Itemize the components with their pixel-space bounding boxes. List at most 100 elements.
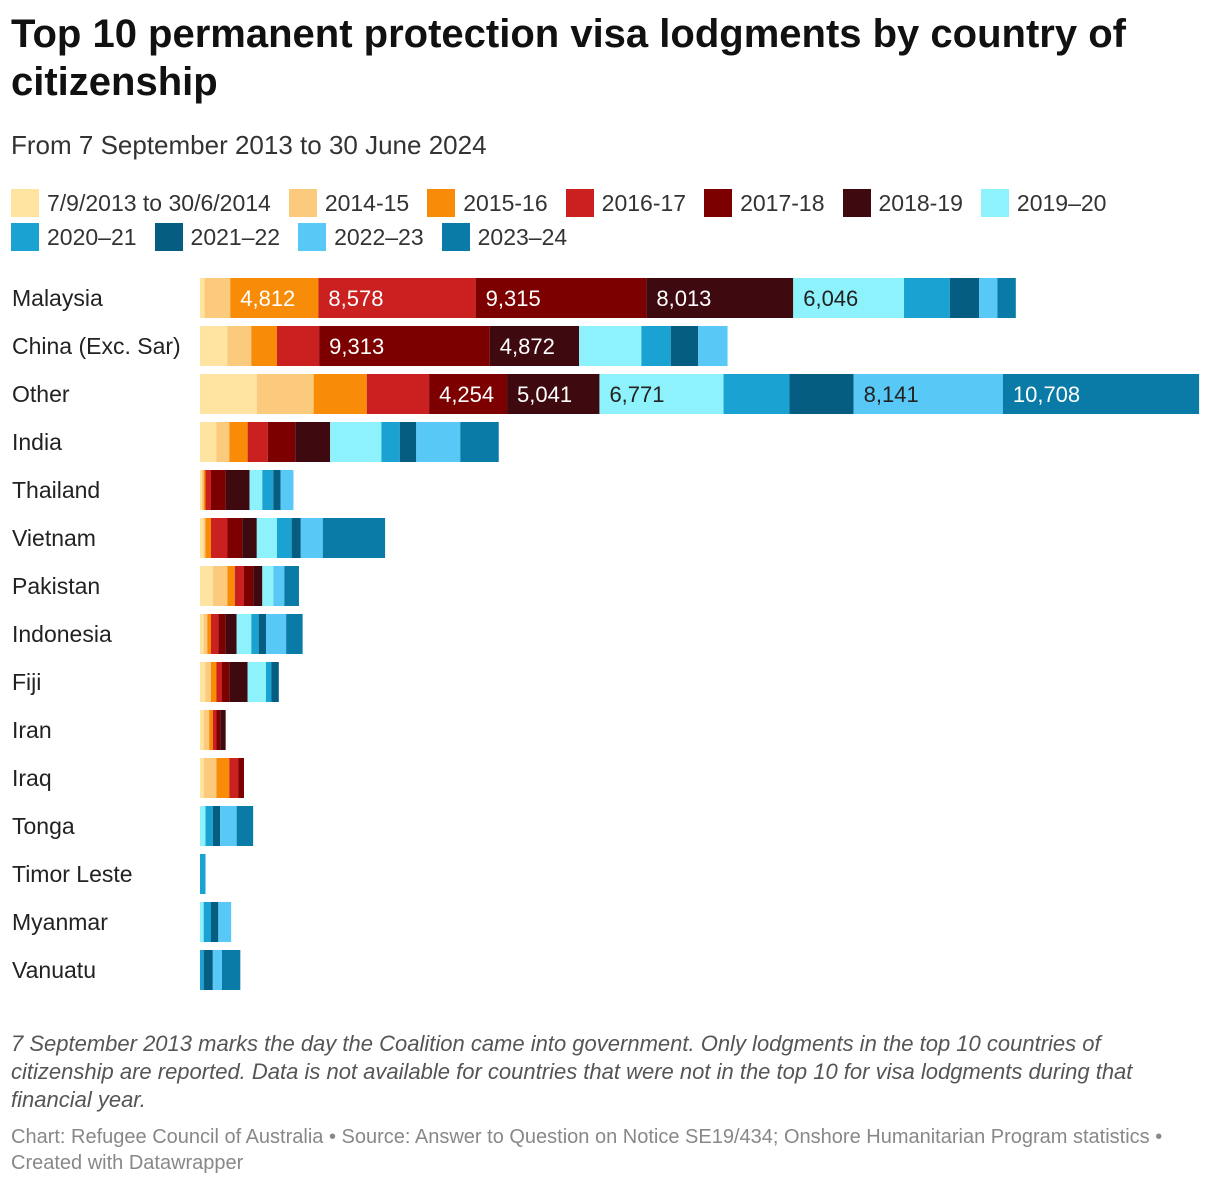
bar-segment [205,518,211,558]
category-label: Tonga [12,813,75,839]
data-label: 9,313 [329,334,384,359]
bar-segment [204,278,231,318]
bar-segment [201,470,204,510]
bar-segment [295,422,331,462]
category-label: China (Exc. Sar) [12,333,181,359]
stacked-bar-chart: Malaysia 4,812 8,578 9,315 8,013 6,046 China (… [12,278,1200,990]
bar-segment [489,326,580,366]
bar-segment [670,326,699,366]
bar-segment [251,614,259,654]
category-label: Myanmar [12,909,108,935]
bar-segment [271,662,279,702]
bar-segment [203,758,217,798]
legend-swatch [565,189,594,217]
bar-segment [216,662,222,702]
bar-segment [212,566,228,606]
bar-segment [319,326,490,366]
category-label: India [12,429,62,455]
bar-segment [229,422,248,462]
bar-segment [200,902,204,942]
bar-segment [200,662,206,702]
bar-segment [229,758,239,798]
bar-segment [265,662,272,702]
bar-segment [789,374,854,414]
bar-segment [203,950,213,990]
bar-segment [203,470,206,510]
data-label: 4,872 [500,334,555,359]
bar-segment [207,614,211,654]
legend-item: 2022–23 [298,223,424,251]
legend-swatch [842,189,871,217]
bar-segment [793,278,905,318]
data-label: 9,315 [486,286,541,311]
legend-label: 2021–22 [190,223,281,250]
bar-segment [273,566,285,606]
bar-segment [273,470,281,510]
bar-segment [200,422,217,462]
bar-segment [216,710,221,750]
category-label: Fiji [12,669,41,695]
category-label: Iran [12,717,52,743]
legend-swatch [298,223,327,251]
bar-segment [249,470,263,510]
bar-segment [229,662,248,702]
legend-swatch [980,189,1009,217]
legend-label: 2016-17 [601,189,687,216]
legend-swatch [11,189,39,217]
bar-segment [203,710,210,750]
bar-segment [949,278,980,318]
legend-swatch [427,189,456,217]
legend-item: 2020–21 [11,223,137,251]
legend-item: 2014-15 [288,189,409,217]
legend-item: 2018-19 [842,189,963,217]
bar-segment [253,566,263,606]
bar-segment [646,278,794,318]
bar-segment [256,374,314,414]
bar-segment [200,566,213,606]
bar-segment [200,758,204,798]
legend-label: 7/9/2013 to 30/6/2014 [47,189,271,216]
bar-segment [247,662,266,702]
bar-segment [251,326,277,366]
bar-segment [460,422,499,462]
category-label: Thailand [12,477,100,503]
legend-swatch [704,189,733,217]
data-label: 6,771 [609,382,664,407]
legend-row: 7/9/2013 to 30/6/2014 2014-15 2015-16 2016-… [11,186,1211,220]
bar-segment [330,422,382,462]
bar-segment [238,758,244,798]
category-label: Timor Leste [12,861,133,887]
legend-label: 2018-19 [878,189,963,216]
bar-segment [218,902,232,942]
bar-segment [209,710,213,750]
bar-segment [227,566,235,606]
bar-segment [211,902,219,942]
bar-segment [276,518,292,558]
bar-segment [211,470,226,510]
bar-segment [200,374,257,414]
legend-label: 2020–21 [47,223,137,250]
category-label: Other [12,381,70,407]
bar-segment [216,422,230,462]
data-label: 8,578 [328,286,383,311]
bar-segment [227,326,252,366]
bar-segment [200,278,205,318]
bar-segment [200,950,204,990]
bar-segment [291,518,301,558]
chart-subtitle: From 7 September 2013 to 30 June 2024 [11,130,487,160]
data-label: 4,812 [240,286,295,311]
bar-segment [267,422,296,462]
bar-segment [212,950,222,990]
bar-segment [265,614,287,654]
bar-segment [205,662,211,702]
bar-segment [256,518,277,558]
bar-segment [318,278,476,318]
data-label: 5,041 [517,382,572,407]
category-label: Vietnam [12,525,96,551]
bar-segment [904,278,950,318]
bar-segment [258,614,266,654]
bar-segment [205,806,213,846]
legend-item: 2023–24 [441,223,567,251]
bar-segment [579,326,642,366]
data-label: 10,708 [1013,382,1080,407]
